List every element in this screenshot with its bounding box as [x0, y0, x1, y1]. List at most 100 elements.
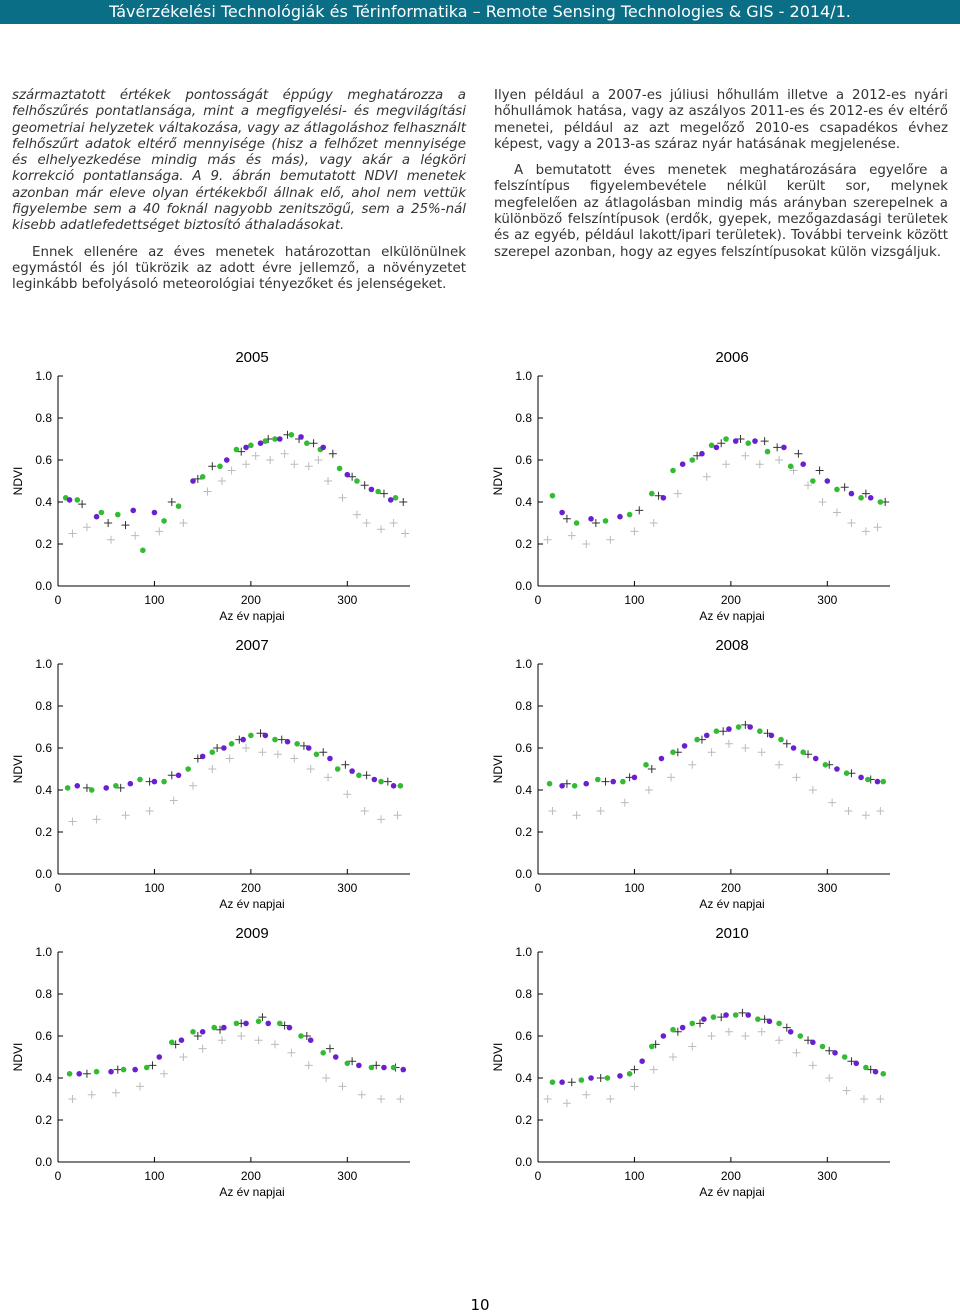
purple-dot-point	[286, 1024, 293, 1031]
light-cross-point	[847, 519, 856, 527]
x-tick-label: 0	[55, 1169, 62, 1183]
y-tick-label: 0.4	[35, 783, 52, 797]
light-cross-point	[741, 1032, 750, 1040]
y-axis-label: NDVI	[491, 755, 505, 784]
green-dot-point	[841, 1054, 848, 1060]
x-tick-label: 200	[241, 593, 261, 607]
dark-cross-point	[328, 449, 337, 458]
chart-panel-2008: 2008 0.0 0.2 0.4 0.6 0.8 1.0 0 100 200 300 Az év na…	[480, 628, 960, 916]
light-cross-point	[251, 451, 260, 460]
green-dot-point	[819, 1043, 826, 1050]
light-cross-point	[825, 1074, 834, 1082]
light-cross-point	[724, 1027, 733, 1036]
chart-panel-2010: 2010 0.0 0.2 0.4 0.6 0.8 1.0 0 100 200 300 Az év na…	[480, 916, 960, 1204]
light-cross-point	[107, 535, 116, 544]
purple-dot-point	[178, 1037, 185, 1043]
dark-cross-point	[78, 500, 87, 509]
light-cross-point	[155, 527, 164, 536]
y-tick-label: 0.4	[35, 495, 52, 509]
light-cross-point	[87, 1090, 96, 1099]
green-dot-point	[648, 490, 655, 497]
purple-dot-point	[703, 732, 710, 739]
purple-dot-point	[781, 444, 787, 451]
light-cross-point	[396, 1095, 405, 1103]
green-dot-point	[356, 772, 362, 779]
paragraph: származtatott értékek pontosságát éppúgy…	[12, 88, 466, 234]
purple-dot-point	[812, 755, 819, 762]
light-cross-point	[707, 748, 716, 757]
chart-svg: 2005 0.0 0.2 0.4 0.6 0.8 1.0 0 100 200 300 Az év na…	[11, 349, 410, 623]
green-dot-point	[694, 736, 700, 743]
light-cross-point	[179, 519, 188, 527]
light-cross-point	[258, 748, 267, 757]
light-cross-point	[306, 765, 315, 773]
light-cross-point	[377, 525, 386, 534]
dark-cross-point	[760, 1015, 769, 1024]
light-cross-point	[198, 1044, 207, 1053]
light-cross-point	[389, 519, 398, 527]
dark-cross-point	[717, 1013, 726, 1022]
dark-cross-point	[116, 783, 125, 792]
green-dot-point	[98, 509, 105, 516]
light-cross-point	[707, 1032, 716, 1040]
purple-dot-point	[559, 783, 565, 789]
green-dot-point	[822, 762, 829, 768]
light-cross-point	[68, 1095, 77, 1103]
x-axis-label: Az év napjai	[699, 897, 764, 911]
light-cross-point	[68, 817, 77, 826]
light-cross-point	[324, 477, 333, 485]
light-cross-point	[362, 519, 371, 527]
text-column-left: származtatott értékek pontosságát éppúgy…	[12, 88, 466, 304]
y-tick-label: 0.0	[35, 1155, 52, 1169]
chart-panel-2007: 2007 0.0 0.2 0.4 0.6 0.8 1.0 0 100 200 300 Az év na…	[0, 628, 480, 916]
dark-cross-point	[773, 443, 782, 452]
green-dot-point	[670, 467, 676, 474]
light-cross-point	[343, 790, 352, 799]
light-cross-point	[217, 1036, 226, 1045]
purple-dot-point	[858, 774, 864, 781]
y-tick-label: 0.6	[515, 453, 532, 467]
light-cross-point	[322, 1074, 331, 1082]
green-dot-point	[368, 1064, 375, 1071]
green-dot-point	[255, 1018, 262, 1025]
x-tick-label: 200	[241, 881, 261, 895]
light-cross-point	[757, 748, 766, 757]
light-cross-point	[179, 1053, 188, 1061]
y-tick-label: 1.0	[35, 657, 52, 671]
dark-cross-point	[280, 1021, 289, 1030]
dark-cross-point	[760, 437, 769, 446]
x-tick-label: 300	[337, 881, 357, 895]
light-cross-point	[254, 1036, 263, 1045]
dark-cross-point	[717, 439, 726, 448]
green-dot-point	[834, 486, 840, 493]
dark-cross-point	[804, 1036, 813, 1045]
purple-dot-point	[327, 755, 333, 762]
purple-dot-point	[320, 444, 327, 451]
purple-dot-point	[103, 785, 110, 791]
green-dot-point	[277, 1020, 283, 1027]
purple-dot-point	[867, 495, 874, 501]
y-axis-label: NDVI	[11, 467, 25, 496]
green-dot-point	[211, 1024, 218, 1031]
light-cross-point	[792, 1048, 801, 1057]
light-cross-point	[861, 811, 870, 820]
purple-dot-point	[559, 1079, 565, 1085]
dark-cross-point	[341, 760, 350, 769]
purple-dot-point	[701, 1016, 707, 1022]
purple-dot-point	[768, 732, 775, 739]
purple-dot-point	[156, 1054, 163, 1060]
purple-dot-point	[810, 1039, 816, 1046]
text-column-right: Ilyen például a 2007-es júliusi hőhullám…	[494, 88, 948, 271]
dark-cross-point	[348, 1057, 357, 1066]
light-cross-point	[377, 1095, 386, 1103]
dark-cross-point	[847, 1057, 856, 1066]
dark-cross-point	[741, 720, 750, 729]
green-dot-point	[626, 1071, 633, 1077]
light-cross-point	[357, 1090, 366, 1099]
chart-title: 2010	[715, 925, 748, 942]
dark-cross-point	[782, 739, 791, 748]
light-cross-point	[270, 1040, 279, 1049]
light-cross-point	[401, 529, 410, 538]
dark-cross-point	[673, 1027, 682, 1036]
purple-dot-point	[790, 745, 797, 751]
